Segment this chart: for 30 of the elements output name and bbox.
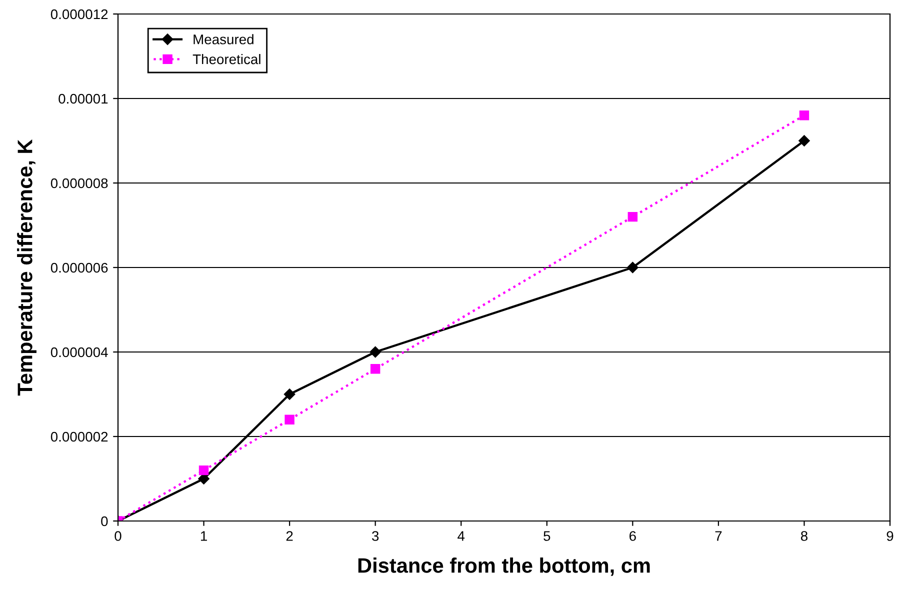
point [370, 364, 380, 374]
point [799, 110, 810, 120]
y-tick-label: 0.000006 [50, 262, 108, 273]
x-tick-label: 0 [114, 531, 122, 541]
x-tick-label: 6 [630, 531, 636, 541]
x-axis-title: Distance from the bottom, cm [358, 558, 650, 576]
y-axis-title: Temperature difference, K [17, 139, 36, 396]
point [798, 135, 810, 146]
x-tick-label: 7 [715, 531, 722, 541]
point [198, 465, 209, 476]
y-tick-label: 0.000008 [50, 178, 108, 188]
y-tick-label: 0.00001 [58, 94, 108, 104]
x-tick-label: 3 [372, 531, 379, 541]
y-tick-label: 0.000002 [50, 432, 108, 442]
x-tick-label: 4 [458, 531, 465, 541]
point [284, 414, 294, 424]
x-tick-label: 2 [286, 531, 293, 541]
point [627, 262, 638, 274]
y-tick-label: 0.000004 [50, 347, 108, 358]
x-tick-label: 9 [886, 531, 894, 541]
y-tick-label: 0.000012 [50, 9, 108, 20]
x-tick-label: 1 [200, 531, 207, 541]
x-tick-label: 5 [544, 531, 550, 541]
x-tick-label: 8 [800, 531, 808, 541]
point [370, 346, 381, 358]
legend-label: Theoretical [192, 54, 260, 64]
point [628, 212, 638, 222]
point [284, 388, 296, 400]
y-tick-label: 0 [101, 516, 108, 526]
legend-label: Measured [194, 34, 254, 44]
